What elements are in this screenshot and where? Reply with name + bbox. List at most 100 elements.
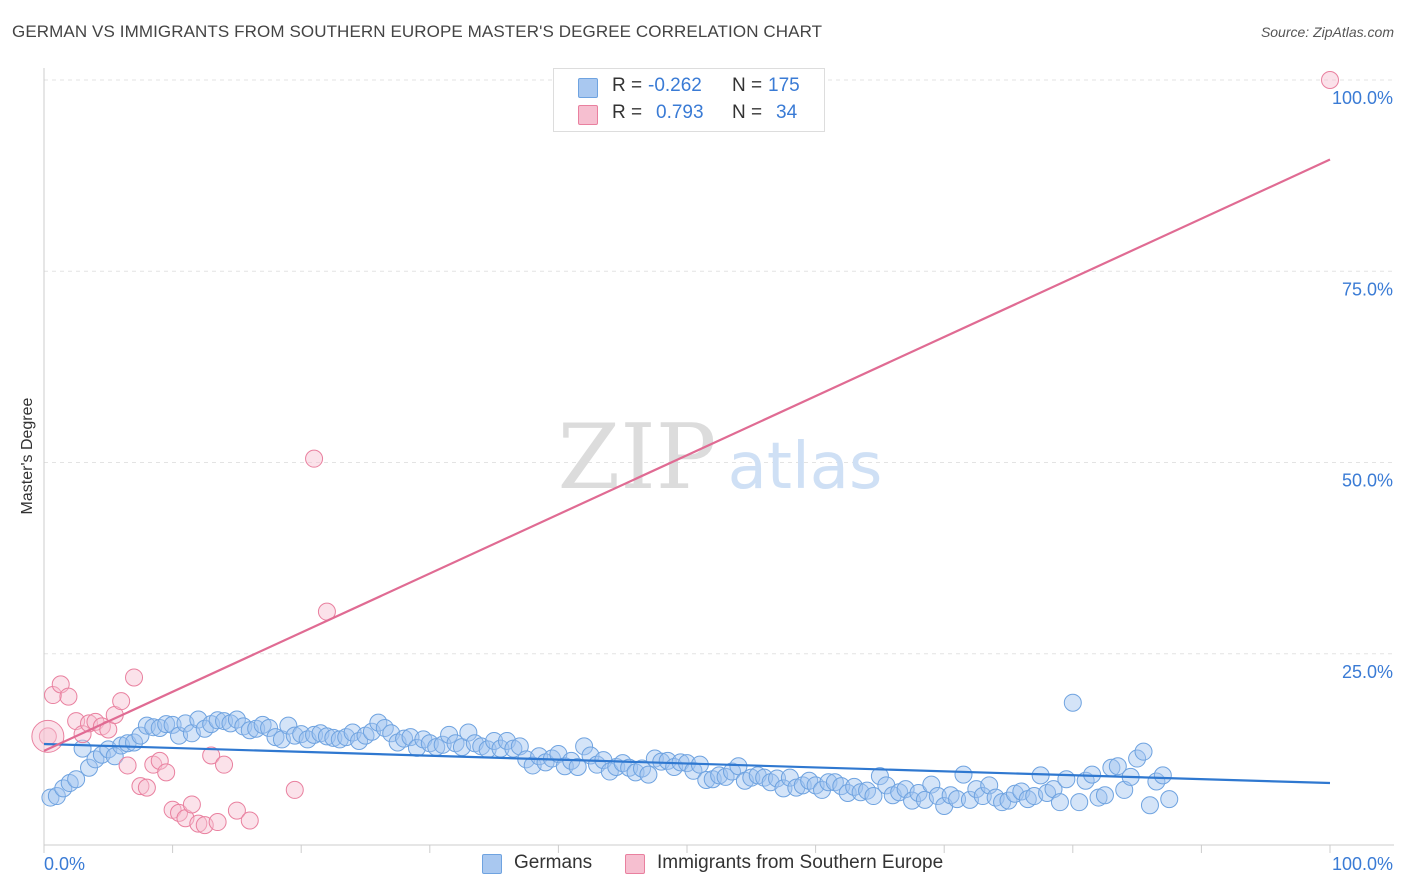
watermark-atlas: atlas <box>728 430 883 504</box>
immigrants-point <box>131 777 150 796</box>
y-tick-label: 75.0% <box>1342 279 1393 299</box>
bottom-legend-label-germans: Germans <box>514 852 593 873</box>
immigrants-point-large <box>31 719 65 753</box>
germans-point <box>1128 749 1147 768</box>
germans-point <box>613 754 632 773</box>
legend-n-label: N = <box>732 75 763 96</box>
germans-point <box>1134 742 1153 761</box>
immigrants-point <box>202 746 221 765</box>
germans-point <box>568 757 587 776</box>
immigrants-point <box>157 763 176 782</box>
germans-point <box>1160 790 1179 809</box>
germans-point <box>903 791 922 810</box>
germans-point <box>922 775 941 794</box>
bottom-legend-label-immigrants: Immigrants from Southern Europe <box>657 852 944 873</box>
immigrants-point <box>227 801 246 820</box>
germans-point <box>305 725 324 744</box>
germans-point <box>755 768 774 787</box>
watermark-zip: ZIP <box>558 405 717 510</box>
germans-point <box>793 776 812 795</box>
axes <box>43 68 1394 853</box>
correlation-legend: R = -0.262 N = 175 R = 0.793 N = 34 <box>553 68 825 132</box>
chart-title: GERMAN VS IMMIGRANTS FROM SOUTHERN EUROP… <box>12 22 823 41</box>
germans-point <box>157 715 176 734</box>
immigrants-point <box>59 687 78 706</box>
tick-labels: 25.0% 50.0% 75.0% 100.0% 0.0% 100.0% <box>44 88 1393 874</box>
germans-point <box>1070 793 1089 812</box>
germans-point <box>1115 780 1134 799</box>
germans-point <box>227 710 246 729</box>
germans-point <box>510 737 529 756</box>
germans-point <box>163 715 182 734</box>
germans-point <box>800 771 819 790</box>
immigrants-point <box>137 778 156 797</box>
germans-point <box>620 758 639 777</box>
legend-swatch-germans <box>578 78 598 98</box>
germans-point <box>774 779 793 798</box>
germans-point <box>1153 766 1172 785</box>
x-tick-label: 100.0% <box>1332 854 1393 874</box>
germans-point <box>195 719 214 738</box>
immigrants-point <box>240 811 259 830</box>
legend-r-value: -0.262 <box>648 75 702 96</box>
immigrants-point <box>125 668 144 687</box>
immigrants-point <box>1321 71 1339 89</box>
y-axis-label: Master's Degree <box>19 397 36 515</box>
germans-point <box>459 723 478 742</box>
germans-point <box>47 787 66 806</box>
immigrants-point <box>208 813 227 832</box>
watermark: ZIP atlas <box>558 405 883 510</box>
immigrants-point <box>285 780 304 799</box>
germans-point <box>973 787 992 806</box>
germans-point <box>768 769 787 788</box>
germans-point <box>433 735 452 754</box>
germans-point <box>1063 693 1082 712</box>
germans-point <box>832 777 851 796</box>
immigrants-point <box>305 449 324 468</box>
legend-n-value: 34 <box>776 102 798 123</box>
source-label: Source: ZipAtlas.com <box>1260 24 1394 40</box>
immigrants-point <box>118 756 137 775</box>
germans-point <box>485 731 504 750</box>
immigrants-point <box>189 814 208 833</box>
germans-point <box>600 762 619 781</box>
immigrants-point <box>215 755 234 774</box>
germans-point <box>1108 757 1127 776</box>
y-tick-label: 50.0% <box>1342 471 1393 491</box>
germans-point <box>954 765 973 784</box>
legend-n-value: 175 <box>768 75 800 96</box>
germans-point <box>999 791 1018 810</box>
germans-point <box>67 770 86 789</box>
legend-n-label: N = <box>732 102 763 123</box>
germans-point <box>639 765 658 784</box>
germans-point <box>870 767 889 786</box>
germans-point <box>41 788 60 807</box>
germans-point <box>928 787 947 806</box>
germans-point <box>86 750 105 769</box>
trend-lines <box>43 158 1331 785</box>
grid <box>44 79 1394 655</box>
y-tick-label: 25.0% <box>1342 662 1393 682</box>
germans-point <box>260 718 279 737</box>
legend-r-label: R = <box>612 75 643 96</box>
germans-point <box>131 726 150 745</box>
legend-r-value: 0.793 <box>656 102 704 123</box>
bottom-legend-swatch-immigrants <box>625 854 645 874</box>
germans-point <box>909 783 928 802</box>
germans-point <box>279 716 298 735</box>
germans-point <box>1140 796 1159 815</box>
germans-point <box>1050 793 1069 812</box>
immigrants-point <box>182 795 201 814</box>
germans-point <box>993 793 1012 812</box>
germans-trend-line <box>43 742 1331 785</box>
germans-point <box>1057 770 1076 789</box>
immigrants-point <box>112 692 131 711</box>
x-tick-label: 0.0% <box>44 854 85 874</box>
legend-r-label: R = <box>612 102 643 123</box>
immigrants-point <box>150 751 169 770</box>
germans-point <box>324 728 343 747</box>
bottom-legend-swatch-germans <box>482 854 502 874</box>
germans-point <box>575 737 594 756</box>
germans-point <box>395 729 414 748</box>
